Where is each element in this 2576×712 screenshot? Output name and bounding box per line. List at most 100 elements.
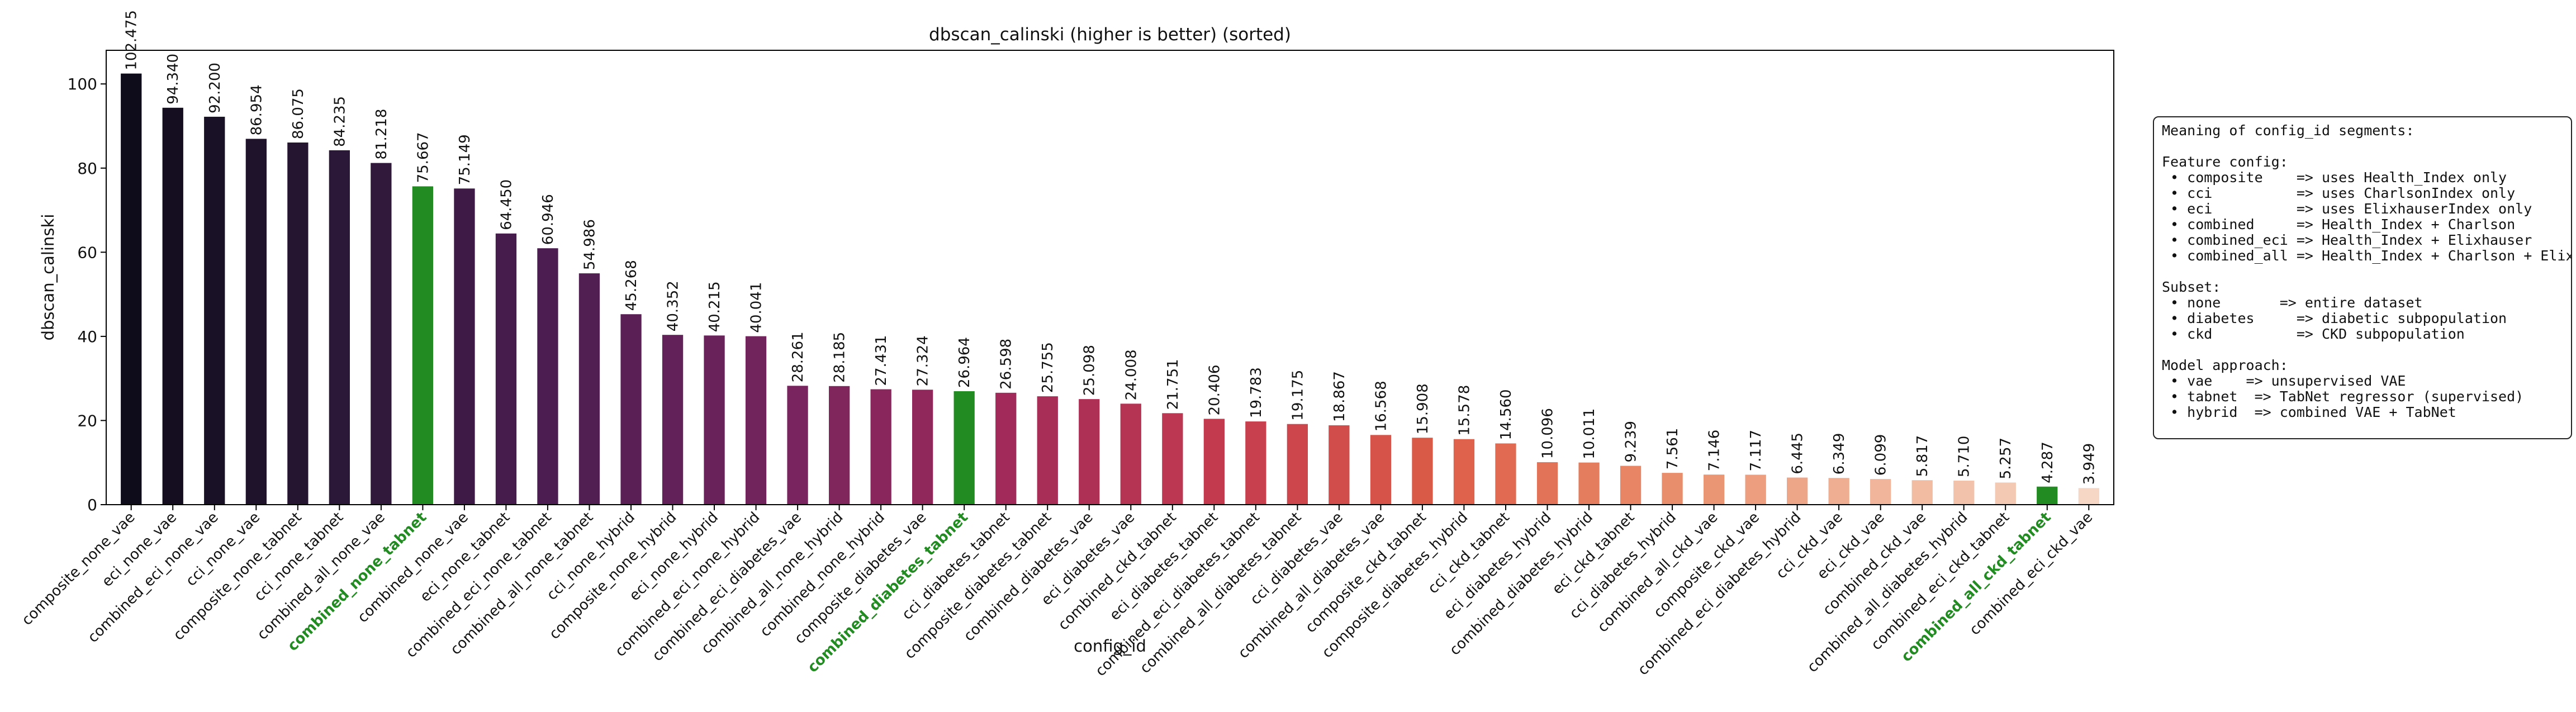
bar-composite_none_tabnet (287, 143, 309, 505)
value-label-combined_ckd_tabnet: 21.751 (1165, 359, 1182, 410)
value-labels-layer: 102.475 94.340 92.200 86.954 86.075 84.235 81.… (124, 10, 2098, 485)
value-label-composite_ckd_tabnet: 15.908 (1415, 383, 1431, 434)
value-label-combined_ckd_vae: 5.817 (1914, 435, 1931, 477)
legend-line: • eci => uses ElixhauserIndex only (2162, 201, 2532, 217)
bar-composite_ckd_vae (1745, 474, 1766, 505)
legend-line (2162, 264, 2563, 279)
value-label-combined_all_ckd_vae: 7.146 (1706, 430, 1723, 471)
x-tick-label-eci_none_vae: eci_none_vae (99, 509, 180, 590)
chart-title: dbscan_calinski (higher is better) (sort… (929, 25, 1291, 45)
value-label-combined_none_tabnet: 75.667 (415, 132, 431, 183)
value-label-cci_diabetes_vae: 18.867 (1331, 371, 1348, 422)
value-label-cci_diabetes_hybrid: 7.561 (1664, 428, 1681, 469)
value-label-cci_diabetes_tabnet: 26.598 (998, 339, 1015, 390)
value-label-combined_none_vae: 75.149 (457, 134, 473, 185)
value-label-combined_eci_none_hybrid: 40.041 (748, 282, 765, 333)
value-label-combined_eci_diabetes_hybrid: 6.445 (1790, 433, 1806, 474)
bar-combined_ckd_tabnet (1162, 413, 1183, 505)
value-label-composite_none_tabnet: 86.075 (290, 88, 307, 139)
y-tick-label: 80 (77, 159, 97, 178)
y-tick-label: 100 (68, 75, 97, 93)
value-label-cci_ckd_tabnet: 14.560 (1498, 389, 1515, 440)
value-label-combined_eci_none_tabnet: 60.946 (540, 194, 557, 245)
bar-cci_diabetes_vae (1329, 425, 1350, 505)
value-label-combined_all_diabetes_tabnet: 19.175 (1289, 370, 1306, 421)
bar-combined_diabetes_hybrid (1578, 462, 1600, 505)
bar-combined_all_none_tabnet (578, 273, 600, 505)
bars-layer (121, 73, 2099, 505)
legend-line: • combined_eci => Health_Index + Elixhau… (2162, 232, 2532, 248)
value-label-combined_all_ckd_tabnet: 4.287 (2039, 442, 2056, 483)
value-label-combined_none_hybrid: 27.431 (873, 335, 890, 386)
legend-line: • composite => uses Health_Index only (2162, 169, 2507, 186)
bar-composite_none_vae (121, 73, 142, 505)
value-label-eci_none_vae: 94.340 (165, 54, 182, 105)
value-label-composite_none_vae: 102.475 (124, 10, 140, 70)
legend-line: • combined => Health_Index + Charlson (2162, 216, 2516, 232)
x-tick-label-cci_none_vae: cci_none_vae (183, 509, 263, 590)
bar-combined_all_diabetes_tabnet (1287, 424, 1308, 505)
bar-composite_none_hybrid (662, 335, 684, 505)
bar-eci_diabetes_tabnet (1203, 419, 1225, 505)
bar-eci_diabetes_vae (1120, 404, 1141, 505)
value-label-combined_eci_diabetes_tabnet: 19.783 (1248, 367, 1265, 418)
value-label-eci_none_tabnet: 64.450 (498, 179, 515, 230)
value-label-cci_none_hybrid: 45.268 (623, 260, 640, 311)
legend-line: Model approach: (2162, 357, 2288, 373)
x-axis-label: config_id (1074, 637, 1146, 656)
bar-eci_ckd_vae (1870, 479, 1891, 505)
value-label-composite_ckd_vae: 7.117 (1748, 430, 1764, 471)
bar-combined_eci_none_hybrid (745, 336, 767, 505)
value-label-composite_diabetes_hybrid: 15.578 (1456, 385, 1473, 436)
bar-combined_none_vae (454, 188, 475, 505)
legend-line: Meaning of config_id segments: (2162, 122, 2414, 139)
value-label-eci_diabetes_tabnet: 20.406 (1206, 364, 1223, 415)
legend-line (2162, 342, 2563, 358)
value-label-combined_eci_ckd_vae: 3.949 (2081, 443, 2098, 485)
bar-combined_all_ckd_tabnet (2037, 486, 2058, 505)
value-label-eci_diabetes_hybrid: 10.096 (1540, 408, 1557, 459)
bar-cci_none_vae (245, 139, 267, 505)
y-tick-label: 20 (77, 411, 97, 430)
x-tick-label-combined_eci_diabetes_vae: combined_eci_diabetes_vae (649, 509, 805, 665)
legend-line: • cci => uses CharlsonIndex only (2162, 185, 2516, 201)
y-tick-label: 40 (77, 327, 97, 346)
y-tick-label: 60 (77, 243, 97, 262)
bar-combined_eci_diabetes_vae (787, 386, 808, 505)
value-label-combined_all_none_vae: 81.218 (373, 109, 390, 160)
legend-line: • combined_all => Health_Index + Charlso… (2170, 248, 2571, 264)
legend-line (2162, 139, 2563, 154)
value-label-combined_diabetes_vae: 25.098 (1081, 345, 1098, 396)
bar-combined_none_tabnet (412, 186, 433, 505)
bar-combined_diabetes_vae (1079, 399, 1100, 505)
value-label-combined_eci_none_vae: 92.200 (207, 63, 224, 113)
bar-combined_eci_none_vae (204, 116, 225, 505)
bar-cci_none_hybrid (620, 314, 642, 505)
bar-combined_none_hybrid (870, 389, 891, 505)
bar-combined_ckd_vae (1911, 480, 1933, 505)
legend-line: • diabetes => diabetic subpopulation (2162, 310, 2507, 326)
bar-combined_all_diabetes_hybrid (1953, 481, 1975, 505)
value-label-combined_all_diabetes_vae: 16.568 (1373, 381, 1389, 431)
bar-cci_diabetes_tabnet (995, 392, 1017, 505)
value-label-combined_all_none_hybrid: 28.185 (832, 332, 848, 383)
value-label-combined_all_none_tabnet: 54.986 (582, 219, 599, 270)
bar-cci_none_tabnet (329, 150, 350, 505)
value-label-cci_none_tabnet: 84.235 (331, 96, 348, 147)
bar-combined_eci_ckd_vae (2078, 488, 2099, 505)
bar-combined_diabetes_tabnet (953, 391, 975, 505)
bar-composite_diabetes_vae (912, 390, 933, 505)
value-label-combined_eci_diabetes_vae: 28.261 (790, 331, 807, 382)
legend-line: Subset: (2162, 279, 2221, 295)
value-label-cci_ckd_vae: 6.349 (1831, 433, 1848, 474)
bar-combined_eci_ckd_tabnet (1995, 482, 2016, 505)
legend-line: • tabnet => TabNet regressor (supervised… (2162, 388, 2524, 405)
x-tick-label-combined_all_ckd_tabnet: combined_all_ckd_tabnet (1898, 509, 2055, 666)
bar-combined_eci_diabetes_hybrid (1787, 477, 1808, 505)
value-label-eci_none_hybrid: 40.215 (706, 281, 723, 332)
bar-combined_all_none_hybrid (829, 386, 850, 505)
legend-line: • none => entire dataset (2162, 295, 2423, 311)
bar-combined_all_diabetes_vae (1370, 435, 1392, 505)
bar-combined_eci_none_tabnet (537, 248, 558, 505)
